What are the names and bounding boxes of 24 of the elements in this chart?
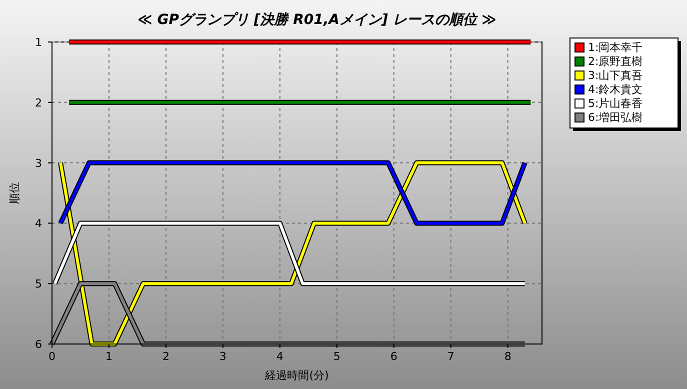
- y-tick-label: 1: [35, 36, 42, 49]
- legend-label: 1:岡本幸千: [588, 41, 643, 54]
- legend-label: 2:原野直樹: [588, 55, 643, 68]
- x-tick-label: 5: [333, 350, 340, 363]
- x-tick-label: 4: [276, 350, 284, 363]
- x-tick-label: 8: [504, 350, 512, 363]
- x-axis-title: 経過時間(分): [264, 369, 329, 382]
- y-tick-label: 5: [35, 278, 42, 291]
- y-axis-title: 順位: [8, 182, 21, 204]
- y-tick-label: 6: [35, 338, 42, 351]
- legend-label: 6:増田弘樹: [588, 111, 643, 124]
- x-tick-label: 7: [447, 350, 454, 363]
- x-tick-label: 0: [48, 350, 56, 363]
- x-tick-label: 3: [219, 350, 226, 363]
- x-tick-label: 6: [390, 350, 398, 363]
- x-tick-label: 2: [162, 350, 170, 363]
- legend-label: 3:山下真吾: [588, 69, 643, 82]
- y-tick-label: 2: [35, 96, 42, 110]
- y-tick-label: 4: [35, 217, 42, 230]
- y-tick-label: 3: [35, 156, 42, 170]
- legend-label: 5:片山春香: [588, 97, 643, 110]
- chart-title: ≪ GPグランプリ [決勝 R01,Aメイン] レースの順位 ≫: [138, 11, 496, 28]
- x-tick-label: 1: [105, 350, 112, 363]
- legend-label: 4:鈴木貴文: [588, 83, 643, 96]
